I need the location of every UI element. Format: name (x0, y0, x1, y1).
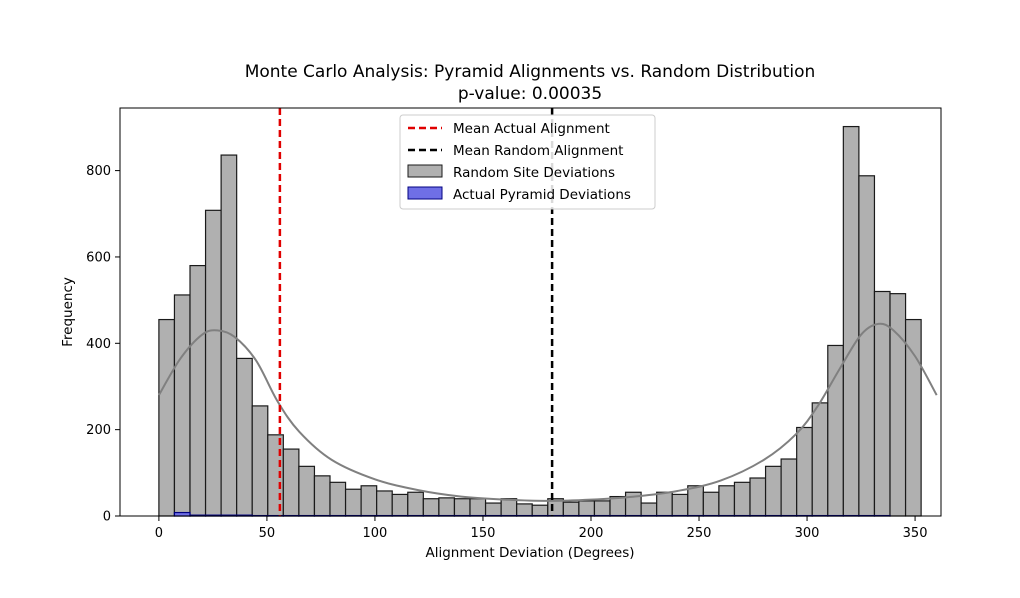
y-axis-label: Frequency (60, 277, 76, 347)
legend-swatch-random-sites (408, 165, 442, 177)
random-site-bar (330, 482, 346, 516)
random-site-bar (734, 482, 750, 516)
random-site-bar (408, 492, 424, 516)
random-site-bar (610, 497, 626, 516)
random-site-bar (190, 266, 206, 516)
random-site-bar (843, 127, 859, 516)
random-site-bar (750, 478, 766, 516)
random-site-bar (470, 499, 486, 516)
random-site-bar (299, 466, 315, 516)
random-site-bar (206, 210, 222, 516)
random-site-bar (377, 491, 393, 516)
random-site-bar (159, 320, 175, 516)
x-tick-label: 250 (687, 526, 712, 541)
chart-title: Monte Carlo Analysis: Pyramid Alignments… (245, 62, 816, 82)
random-site-bar (486, 503, 502, 516)
random-site-bar (641, 503, 657, 516)
random-site-bar (812, 403, 828, 516)
random-site-bar (392, 494, 408, 516)
x-tick-label: 50 (259, 526, 276, 541)
actual-pyramid-bar (174, 513, 190, 516)
random-site-bar (703, 492, 719, 516)
x-tick-label: 150 (471, 526, 496, 541)
random-site-bar (672, 494, 688, 516)
random-site-bar (346, 489, 362, 516)
x-tick-label: 350 (903, 526, 928, 541)
random-site-bar (454, 499, 470, 516)
random-site-bar (174, 295, 190, 516)
random-site-bar (579, 501, 595, 516)
random-site-bar (314, 476, 330, 516)
y-tick-label: 800 (86, 164, 111, 179)
random-site-bar (532, 505, 548, 516)
x-tick-label: 200 (579, 526, 604, 541)
random-site-bar (906, 320, 922, 516)
y-tick-label: 0 (103, 510, 111, 525)
random-site-bar (797, 427, 813, 516)
random-site-bar (859, 176, 875, 516)
random-site-bar (237, 358, 253, 516)
x-axis-label: Alignment Deviation (Degrees) (425, 545, 634, 561)
random-site-bar (517, 504, 533, 516)
random-site-bar (890, 294, 906, 516)
random-site-bar (252, 406, 268, 516)
chart-subtitle: p-value: 0.00035 (458, 84, 602, 104)
random-site-bar (688, 486, 704, 516)
x-axis-ticks: 0 50 100 150 200 250 300 350 (155, 516, 928, 541)
random-site-bar (439, 498, 455, 516)
x-tick-label: 100 (363, 526, 388, 541)
legend-label-random-sites: Random Site Deviations (453, 165, 615, 181)
x-tick-label: 300 (795, 526, 820, 541)
random-site-bar (828, 345, 844, 516)
random-site-bar (719, 486, 735, 516)
legend-label-actual-pyramids: Actual Pyramid Deviations (453, 187, 631, 203)
random-site-bar (594, 501, 610, 516)
random-site-bar (501, 499, 517, 516)
random-site-bar (657, 492, 673, 516)
legend: Mean Actual Alignment Mean Random Alignm… (400, 115, 655, 209)
legend-swatch-actual-pyramids (408, 187, 442, 199)
random-site-bar (563, 502, 579, 516)
random-site-bar (781, 459, 797, 516)
random-site-bar (361, 486, 377, 516)
legend-label-mean-actual: Mean Actual Alignment (453, 121, 610, 137)
y-tick-label: 200 (86, 423, 111, 438)
random-site-bar (766, 466, 782, 516)
y-axis-ticks: 0 200 400 600 800 (86, 164, 120, 524)
y-tick-label: 600 (86, 250, 111, 265)
y-tick-label: 400 (86, 337, 111, 352)
legend-label-mean-random: Mean Random Alignment (453, 143, 623, 159)
random-site-bar (423, 499, 439, 516)
random-site-bar (283, 449, 299, 516)
x-tick-label: 0 (155, 526, 163, 541)
